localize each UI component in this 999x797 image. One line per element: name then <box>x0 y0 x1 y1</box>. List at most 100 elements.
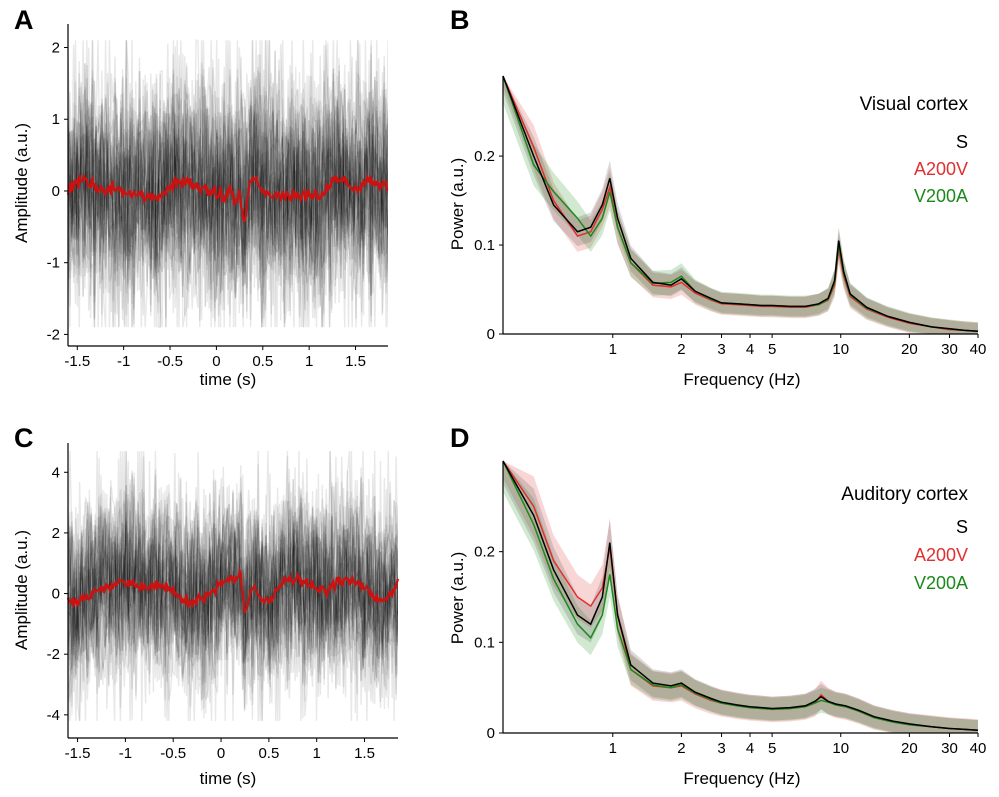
single-trial-trace <box>68 40 388 328</box>
x-tick-label: -1.5 <box>64 353 90 370</box>
panel-b-axes: 0 0.1 0.2 1 2 3 4 5 10 20 30 40 <box>474 76 986 358</box>
single-trial-trace <box>68 40 388 328</box>
single-trial-trace <box>68 40 388 328</box>
series-a200v <box>502 75 979 333</box>
x-tick-label: 40 <box>970 341 987 358</box>
y-tick-label: -2 <box>47 646 60 663</box>
x-tick-label: 5 <box>768 740 776 757</box>
y-tick-label: -2 <box>47 326 60 343</box>
single-trial-trace <box>68 65 388 328</box>
single-trial-trace <box>68 476 398 721</box>
single-trial-trace <box>68 451 398 714</box>
panel-letter-b: B <box>450 5 470 35</box>
x-tick-label: 20 <box>901 341 918 358</box>
single-trial-trace <box>68 40 388 328</box>
panel-d-legend-s: S <box>956 517 968 537</box>
single-trial-trace <box>68 472 398 721</box>
panel-c-axes: 4 2 0 -2 -4 -1.5 -1 -0.5 0 0.5 1 1.5 <box>47 443 398 762</box>
panel-a-y-label: Amplitude (a.u.) <box>12 123 31 243</box>
single-trial-trace <box>68 40 388 328</box>
y-tick-label: 0 <box>487 326 495 343</box>
y-tick-label: 0.2 <box>474 544 495 561</box>
panel-letter-a: A <box>14 5 34 35</box>
x-tick-label: 10 <box>832 341 849 358</box>
panel-d-x-label: Frequency (Hz) <box>683 769 800 788</box>
panel-c-single-trials <box>68 451 398 721</box>
single-trial-trace <box>68 492 398 721</box>
single-trial-trace <box>68 451 398 721</box>
x-tick-label: 1.5 <box>354 745 375 762</box>
single-trial-trace <box>68 464 398 721</box>
x-tick-label: 0 <box>212 353 220 370</box>
x-tick-label: 1 <box>305 353 313 370</box>
single-trial-trace <box>68 451 398 721</box>
single-trial-trace <box>68 473 398 721</box>
panel-b-legend-s: S <box>956 132 968 152</box>
single-trial-trace <box>68 451 398 712</box>
x-tick-label: 0.5 <box>258 745 279 762</box>
band-a200v <box>503 461 978 733</box>
y-tick-label: 0 <box>52 183 60 200</box>
single-trial-trace <box>68 456 398 721</box>
single-trial-trace <box>68 40 388 328</box>
single-trial-trace <box>68 47 388 328</box>
single-trial-trace <box>68 40 388 328</box>
y-tick-label: 0 <box>52 586 60 603</box>
series-s <box>502 460 979 732</box>
y-tick-label: 1 <box>52 111 60 128</box>
single-trial-trace <box>68 58 388 328</box>
single-trial-trace <box>68 456 398 688</box>
single-trial-trace <box>68 40 388 328</box>
x-tick-label: 1 <box>609 740 617 757</box>
panel-letter-d: D <box>450 423 470 453</box>
x-tick-label: 4 <box>746 341 754 358</box>
single-trial-trace <box>68 40 388 328</box>
single-trial-trace <box>68 470 398 721</box>
single-trial-trace <box>68 457 398 689</box>
x-tick-label: 3 <box>717 740 725 757</box>
x-tick-label: 2 <box>677 341 685 358</box>
panel-b-x-label: Frequency (Hz) <box>683 370 800 389</box>
single-trial-trace <box>68 472 398 721</box>
panel-d-axes: 0 0.1 0.2 1 2 3 4 5 10 20 30 40 <box>474 461 986 757</box>
series-s <box>502 75 979 333</box>
single-trial-trace <box>68 451 398 703</box>
series-v200a <box>502 460 979 732</box>
y-tick-label: 0.1 <box>474 237 495 254</box>
y-tick-label: 0.2 <box>474 148 495 165</box>
panel-b-power-spectrum: 0 0.1 0.2 1 2 3 4 5 10 20 30 40 Frequency (Hz) Powe… <box>448 75 986 389</box>
x-tick-label: 4 <box>746 740 754 757</box>
single-trial-trace <box>68 39 388 328</box>
single-trial-trace <box>68 451 398 720</box>
single-trial-trace <box>68 40 388 328</box>
x-tick-label: 3 <box>717 341 725 358</box>
panel-d-title: Auditory cortex <box>841 484 968 505</box>
single-trial-trace <box>68 461 398 721</box>
y-tick-label: 0.1 <box>474 634 495 651</box>
panel-d-confidence-bands <box>503 461 978 733</box>
panel-d-series-lines <box>502 460 979 732</box>
panel-a-axes: 2 1 0 -1 -2-1.5 -1 -0.5 0 0.5 1 1.5 <box>47 24 388 370</box>
panel-c-time-series: 4 2 0 -2 -4 -1.5 -1 -0.5 0 0.5 1 1.5 time (s) Ampli… <box>12 443 400 788</box>
panel-b-legend-v200a: V200A <box>914 186 968 206</box>
x-tick-label: 2 <box>677 740 685 757</box>
panel-d-legend-v200a: V200A <box>914 573 968 593</box>
single-trial-trace <box>68 53 388 328</box>
y-tick-label: -1 <box>47 255 60 272</box>
x-tick-label: 0 <box>217 745 225 762</box>
single-trial-trace <box>68 40 388 328</box>
panel-c-y-label: Amplitude (a.u.) <box>12 530 31 650</box>
single-trial-trace <box>68 40 388 328</box>
single-trial-trace <box>68 40 388 323</box>
single-trial-trace <box>68 40 388 328</box>
single-trial-trace <box>68 40 388 328</box>
single-trial-trace <box>68 451 398 721</box>
x-tick-label: -1 <box>117 353 130 370</box>
panel-b-series-lines <box>502 75 979 333</box>
x-tick-label: 10 <box>832 740 849 757</box>
panel-b-confidence-bands <box>503 76 978 334</box>
panel-d-legend-a200v: A200V <box>914 545 968 565</box>
single-trial-trace <box>68 479 398 701</box>
x-tick-label: 1 <box>313 745 321 762</box>
